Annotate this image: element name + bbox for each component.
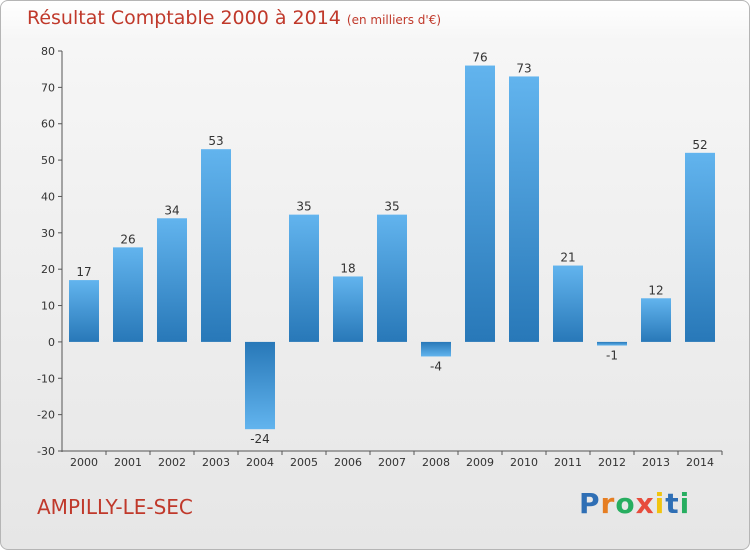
bar	[421, 341, 451, 357]
x-tick-label: 2014	[686, 456, 714, 469]
logo-letter: r	[600, 487, 616, 520]
x-tick-label: 2009	[466, 456, 494, 469]
logo-letter: x	[635, 487, 655, 520]
axes: -30 -20 -10 0 10 20 30 40 50 60 70 80 2000 2001 2002 20…	[37, 45, 723, 469]
y-tick-label: 70	[41, 81, 55, 94]
y-tick-label: -20	[37, 409, 55, 422]
y-tick-label: -10	[37, 372, 55, 385]
logo-letter: t	[665, 487, 680, 520]
proxiti-logo: Proxiti	[579, 487, 690, 520]
y-tick-label: 0	[48, 336, 55, 349]
x-tick-label: 2004	[246, 456, 274, 469]
x-tick-label: 2005	[290, 456, 318, 469]
logo-letter: i	[679, 487, 691, 520]
chart-title-text: Résultat Comptable 2000 à 2014	[27, 7, 341, 29]
bar-value-label: 26	[120, 232, 135, 246]
x-tick-label: 2002	[158, 456, 186, 469]
logo-letter: P	[579, 487, 601, 520]
y-tick-label: 80	[41, 45, 55, 58]
logo-letter: i	[654, 487, 666, 520]
bar	[509, 76, 539, 342]
y-tick-label: -30	[37, 445, 55, 458]
bar-value-label: 35	[384, 200, 399, 214]
x-tick-label: 2001	[114, 456, 142, 469]
bar-value-label: 35	[296, 200, 311, 214]
bars	[69, 65, 715, 430]
bar	[333, 276, 363, 342]
bar-value-label: 73	[516, 61, 531, 75]
bar	[597, 341, 627, 346]
bar	[245, 341, 275, 430]
bar	[157, 218, 187, 342]
y-tick-label: 10	[41, 300, 55, 313]
chart-title: Résultat Comptable 2000 à 2014 (en millie…	[27, 7, 441, 29]
y-tick-label: 20	[41, 263, 55, 276]
bar-value-label: 52	[692, 138, 707, 152]
bar	[465, 65, 495, 342]
y-tick-label: 30	[41, 227, 55, 240]
x-tick-label: 2006	[334, 456, 362, 469]
bar	[685, 152, 715, 342]
bar	[641, 298, 671, 342]
bar-value-label: 34	[164, 203, 179, 217]
y-tick-label: 60	[41, 118, 55, 131]
y-tick-label: 40	[41, 190, 55, 203]
bar-value-label: 18	[340, 261, 355, 275]
x-tick-label: 2013	[642, 456, 670, 469]
x-tick-label: 2007	[378, 456, 406, 469]
x-tick-label: 2000	[70, 456, 98, 469]
bar	[69, 280, 99, 342]
bar	[289, 214, 319, 342]
logo-letter: o	[615, 487, 636, 520]
bar	[201, 149, 231, 342]
data-labels: 17 26 34 53 -24 35 18 35 -4 76 73 21 -1 12 52	[76, 51, 707, 447]
bar	[113, 247, 143, 342]
bar-value-label: 53	[208, 134, 223, 148]
x-tick-label: 2012	[598, 456, 626, 469]
bar-value-label: 17	[76, 265, 91, 279]
x-tick-label: 2008	[422, 456, 450, 469]
x-tick-label: 2010	[510, 456, 538, 469]
chart-subtitle: (en milliers d'€)	[346, 13, 442, 27]
bar-value-label: -4	[430, 359, 442, 373]
bar-value-label: 76	[472, 51, 487, 65]
bar-value-label: -1	[606, 349, 618, 363]
bar	[553, 265, 583, 342]
x-tick-label: 2003	[202, 456, 230, 469]
bar-value-label: 21	[560, 251, 575, 265]
bar	[377, 214, 407, 342]
x-tick-label: 2011	[554, 456, 582, 469]
y-tick-label: 50	[41, 154, 55, 167]
bar-value-label: 12	[648, 283, 663, 297]
bar-value-label: -24	[250, 432, 270, 446]
commune-name: AMPILLY-LE-SEC	[37, 495, 193, 519]
